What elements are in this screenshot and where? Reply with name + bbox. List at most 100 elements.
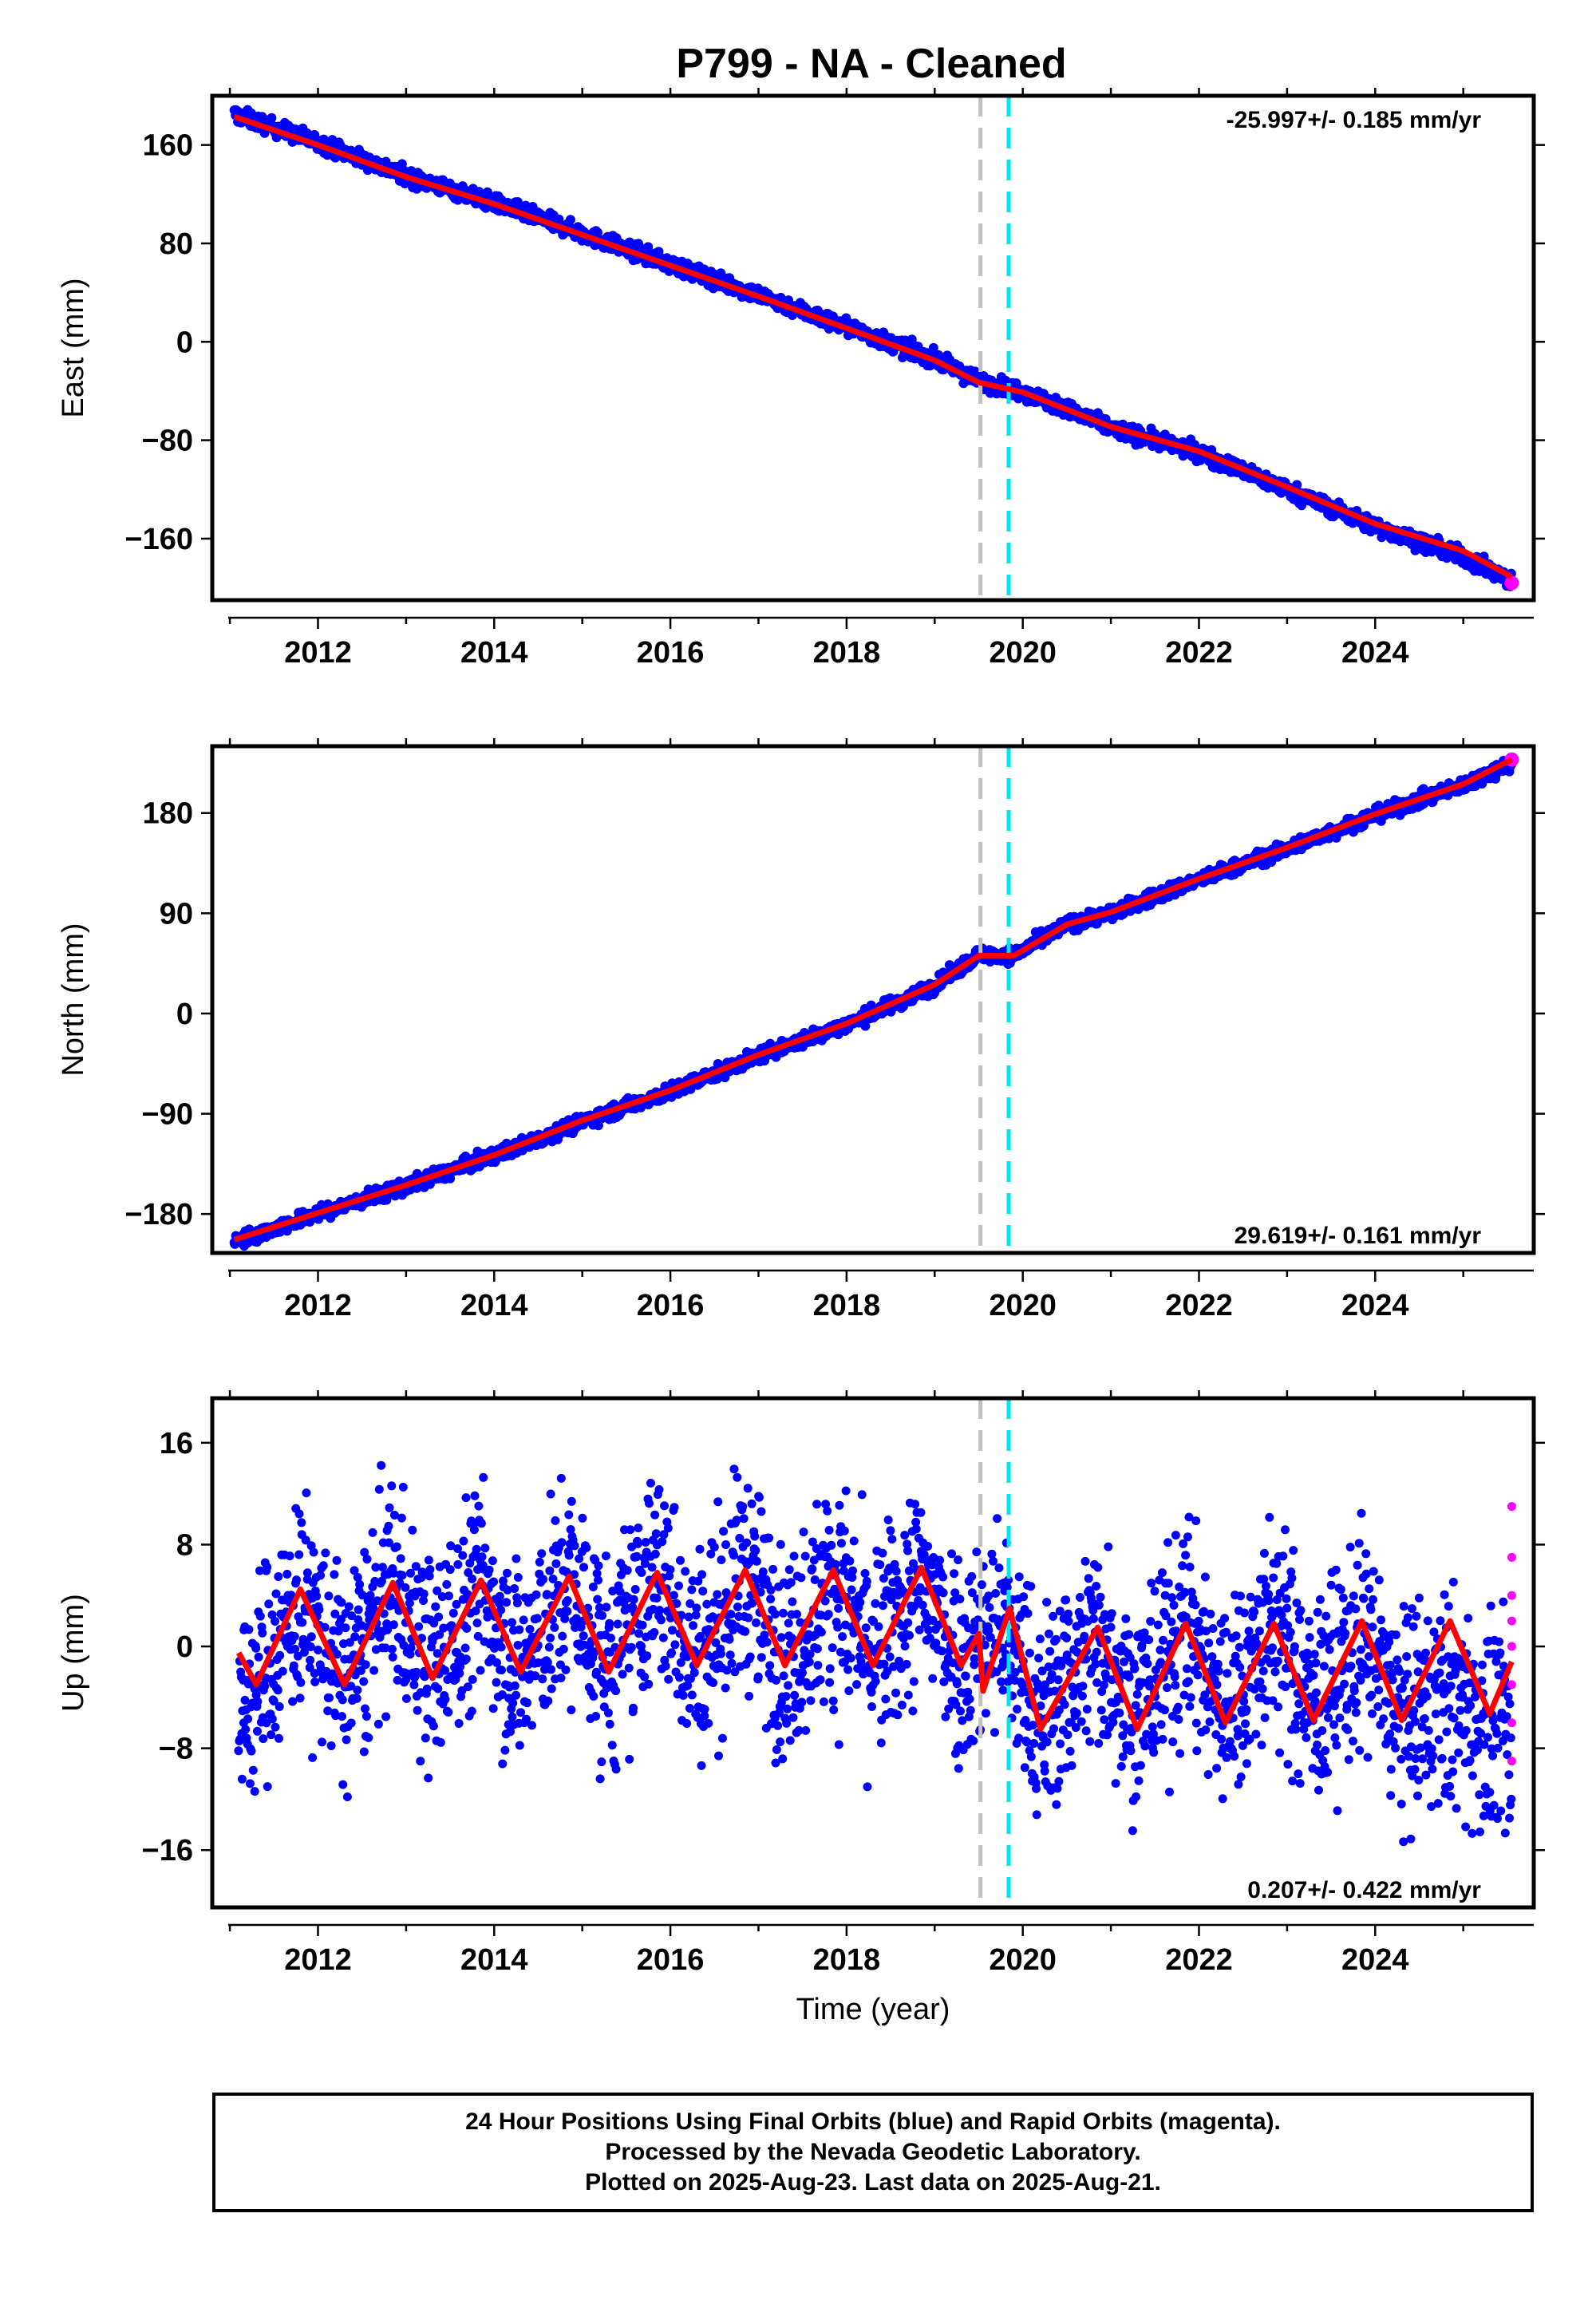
data-point <box>368 1528 377 1537</box>
data-point <box>267 113 277 123</box>
data-point <box>433 1649 442 1658</box>
data-point <box>298 1618 307 1627</box>
data-point <box>312 1591 322 1601</box>
data-point <box>429 1721 438 1731</box>
y-axis-label: North (mm) <box>57 923 90 1076</box>
data-point <box>293 1651 302 1661</box>
data-point <box>411 1562 421 1571</box>
panel-north: 2012 2014 2016 2018 2020 2022 2024180900−90−18… <box>57 738 1545 1322</box>
data-point <box>361 1704 369 1713</box>
data-point <box>275 1650 285 1660</box>
data-point <box>326 1741 336 1750</box>
data-point <box>306 1632 316 1642</box>
data-point <box>435 1630 444 1639</box>
data-point <box>318 1737 326 1747</box>
data-point <box>350 1632 360 1642</box>
data-point <box>258 1628 267 1638</box>
y-tick-label: −160 <box>124 523 193 556</box>
x-tick-label: 2020 <box>989 1289 1057 1322</box>
data-point <box>364 1733 373 1742</box>
data-point <box>377 1460 386 1470</box>
data-point <box>593 227 602 238</box>
data-point <box>330 1570 339 1579</box>
data-point <box>237 1774 247 1784</box>
y-tick-label: 0 <box>176 326 193 359</box>
data-point <box>271 1722 280 1732</box>
data-point <box>240 1695 250 1705</box>
data-point <box>387 1481 397 1491</box>
x-tick-label: 2018 <box>813 1289 881 1322</box>
data-point <box>409 1680 419 1690</box>
data-point <box>398 1482 408 1492</box>
y-tick-label: −80 <box>142 425 193 458</box>
data-point <box>248 1765 258 1775</box>
data-point <box>429 1618 439 1628</box>
data-point <box>384 1521 393 1531</box>
data-point <box>361 1712 371 1721</box>
data-point <box>405 1650 415 1659</box>
chart-title: P799 - NA - Cleaned <box>676 41 1066 87</box>
data-point <box>389 1511 399 1520</box>
data-point <box>643 242 654 252</box>
x-tick-label: 2012 <box>284 1289 352 1322</box>
y-tick-label: 0 <box>176 998 193 1031</box>
plot-frame <box>210 93 1536 603</box>
x-tick-label: 2020 <box>989 636 1057 670</box>
data-point <box>373 1596 382 1606</box>
data-point <box>459 1536 468 1546</box>
data-point <box>440 1666 449 1675</box>
data-point <box>263 1563 272 1572</box>
data-point <box>271 1589 281 1599</box>
data-point <box>408 1525 417 1535</box>
data-point <box>338 1712 346 1721</box>
data-point <box>461 1654 471 1664</box>
data-point <box>288 1697 298 1706</box>
data-point <box>296 1678 306 1687</box>
data-point <box>302 1488 311 1498</box>
data-point <box>458 1551 468 1560</box>
data-point <box>389 1568 398 1578</box>
x-tick-label: 2014 <box>460 636 528 670</box>
data-point <box>245 1779 255 1788</box>
data-point <box>392 1542 401 1551</box>
data-point <box>310 1669 319 1678</box>
data-point <box>433 1586 442 1595</box>
data-point <box>337 1598 346 1607</box>
data-point <box>255 1566 264 1575</box>
data-point <box>282 1570 292 1579</box>
data-point <box>308 1753 318 1762</box>
data-point <box>425 1565 435 1575</box>
y-axis-label: East (mm) <box>57 278 90 417</box>
x-tick-label: 2012 <box>284 636 352 670</box>
data-point <box>273 1686 282 1695</box>
data-point <box>373 1719 383 1729</box>
data-point <box>301 1535 310 1545</box>
data-point <box>422 1684 432 1694</box>
data-point <box>445 1565 455 1575</box>
data-point <box>378 1563 387 1572</box>
data-point <box>440 1694 450 1704</box>
data-point <box>356 1666 365 1675</box>
data-point <box>263 1782 272 1792</box>
data-point <box>275 1733 283 1743</box>
rapid-orbit-points <box>1504 575 1519 591</box>
data-point <box>462 1623 472 1633</box>
y-tick-label: 80 <box>160 227 193 261</box>
data-point <box>444 1707 453 1717</box>
data-point <box>294 1550 304 1559</box>
data-point <box>360 1547 369 1557</box>
data-point <box>290 1632 299 1641</box>
data-point <box>243 1714 253 1724</box>
data-point <box>406 1643 416 1653</box>
data-point <box>413 1705 422 1715</box>
data-point <box>318 1561 328 1571</box>
data-point <box>401 1583 410 1592</box>
data-point <box>350 1566 359 1575</box>
data-point <box>264 1599 274 1609</box>
data-point <box>385 1503 394 1512</box>
data-point <box>278 1666 287 1676</box>
data-point <box>297 1518 306 1528</box>
data-point <box>433 1684 443 1694</box>
data-point <box>271 1617 280 1626</box>
data-point <box>405 1599 414 1608</box>
